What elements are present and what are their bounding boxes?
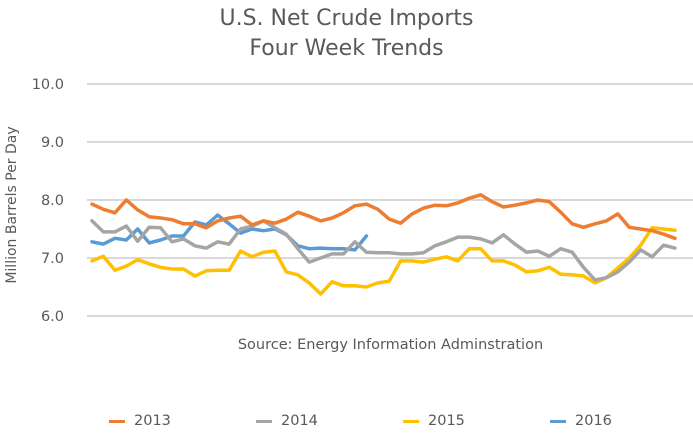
y-tick-label: 7.0 — [41, 251, 64, 267]
source-annotation: Source: Energy Information Adminstration — [237, 337, 544, 353]
series-lines — [90, 193, 677, 296]
legend-swatch — [403, 419, 419, 423]
legend-swatch — [256, 419, 272, 423]
legend-item-2013: 2013 — [109, 413, 171, 429]
legend-item-2015: 2015 — [403, 413, 465, 429]
legend-item-2014: 2014 — [256, 413, 318, 429]
legend-label: 2016 — [575, 413, 612, 429]
legend-item-2016: 2016 — [550, 413, 612, 429]
y-tick-label: 8.0 — [41, 193, 64, 209]
gridlines — [87, 83, 693, 317]
y-tick-label: 9.0 — [41, 135, 64, 151]
legend-label: 2014 — [281, 413, 318, 429]
y-tick-label: 10.0 — [32, 77, 64, 93]
series-line-2013 — [90, 193, 677, 241]
chart-title: U.S. Net Crude Imports Four Week Trends — [0, 4, 693, 64]
legend: 2013 2014 2015 2016 — [0, 413, 693, 433]
y-tick-labels: 6.0 7.0 8.0 9.0 10.0 — [32, 77, 64, 325]
plot-area: 6.0 7.0 8.0 9.0 10.0 — [32, 77, 693, 325]
series-line-2014 — [90, 219, 677, 282]
chart-title-line-2: Four Week Trends — [249, 36, 444, 61]
series-line-2016 — [90, 213, 369, 252]
legend-swatch — [550, 419, 566, 423]
chart-title-line-1: U.S. Net Crude Imports — [219, 6, 474, 31]
legend-label: 2015 — [428, 413, 465, 429]
legend-label: 2013 — [134, 413, 171, 429]
legend-swatch — [109, 419, 125, 423]
y-tick-label: 6.0 — [41, 309, 64, 325]
series-line-2015 — [90, 226, 677, 296]
